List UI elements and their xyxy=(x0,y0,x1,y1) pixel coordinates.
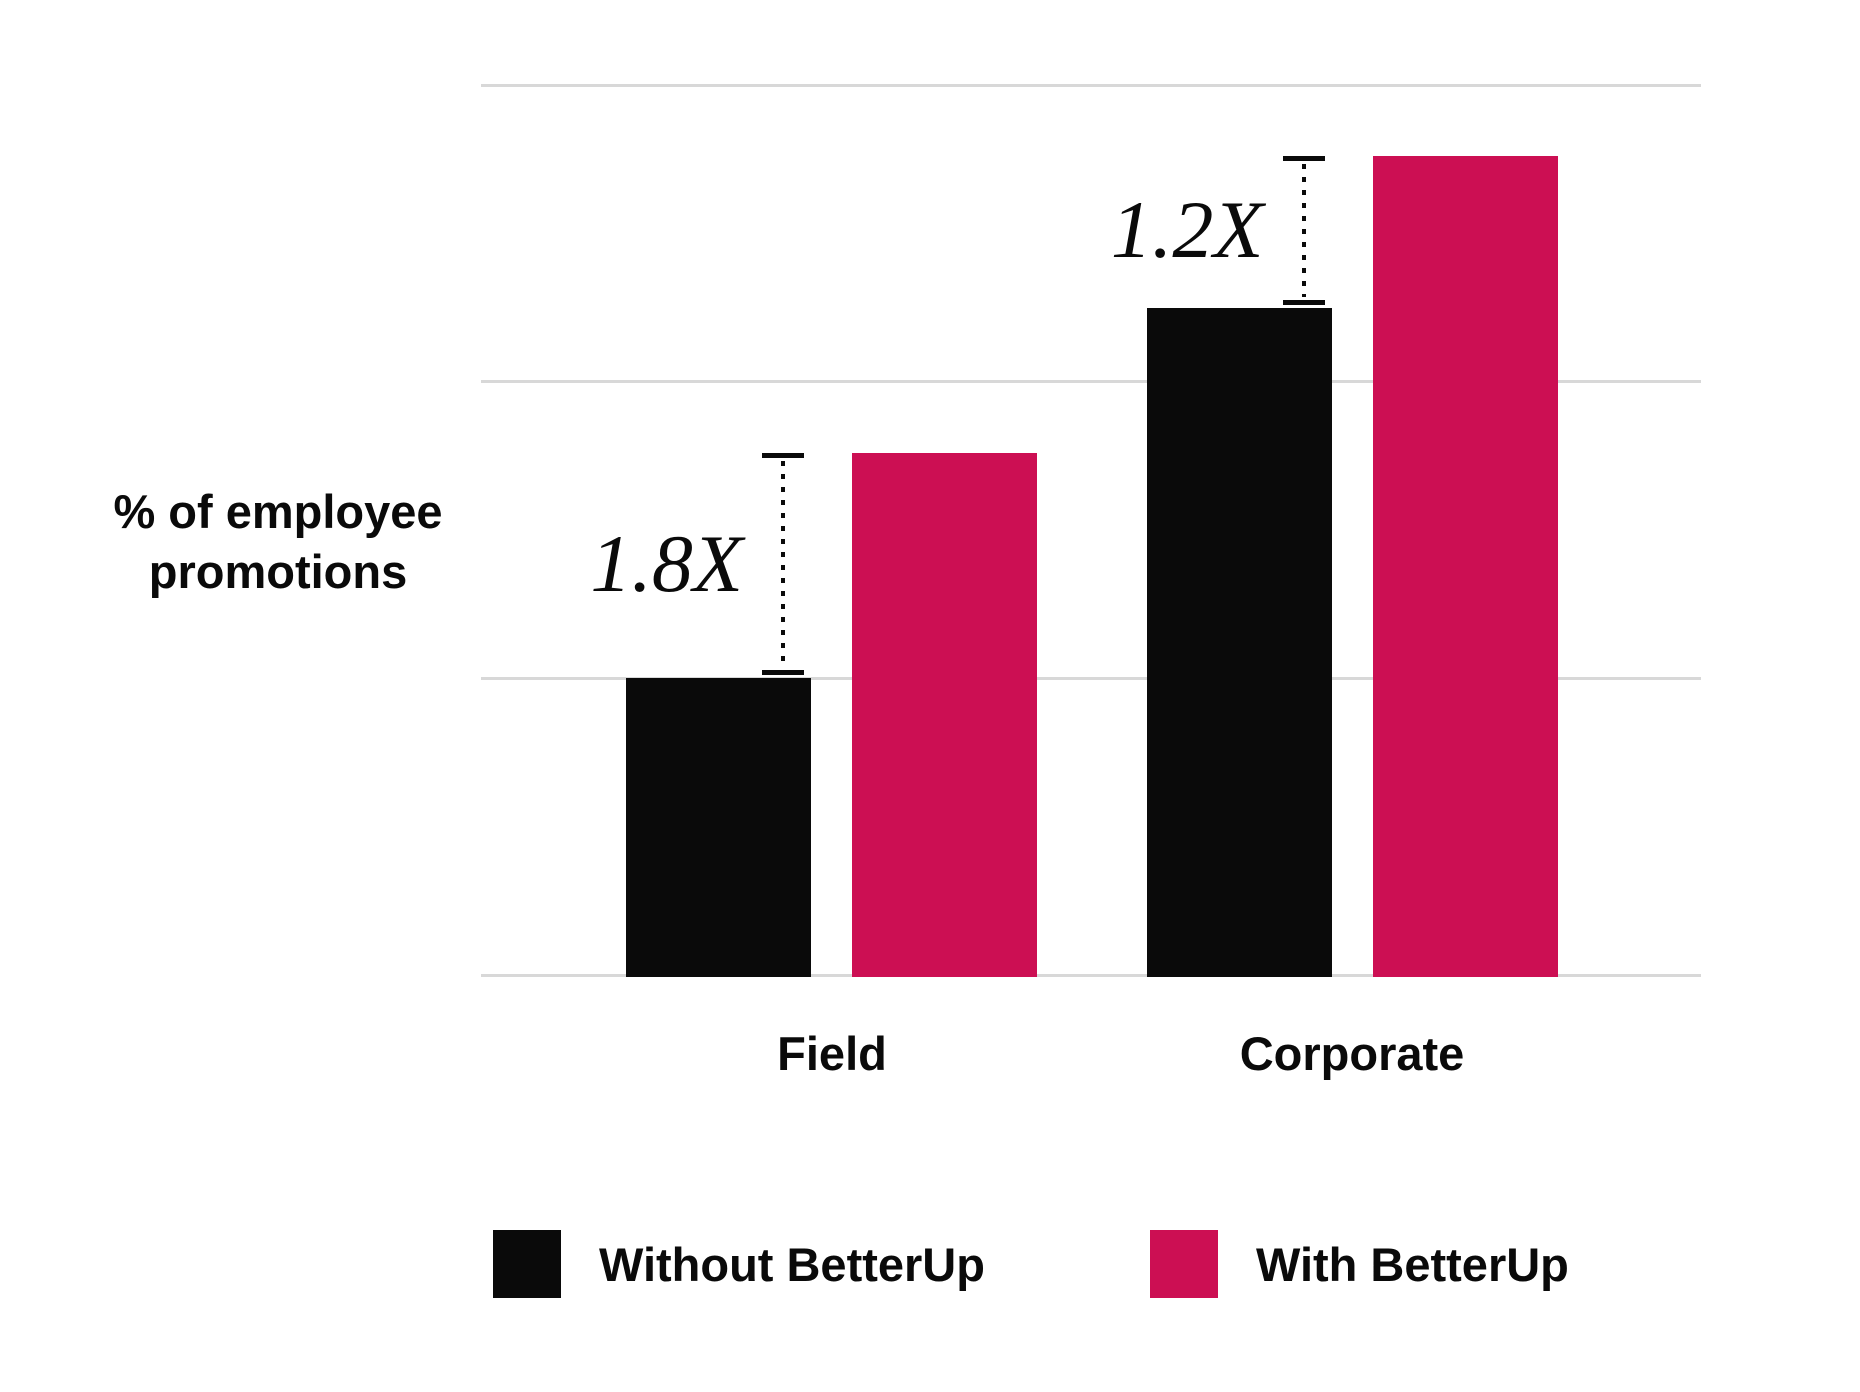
annotation-dotted-line xyxy=(781,460,785,669)
gridline xyxy=(481,676,1701,680)
y-axis-label-line-2: promotions xyxy=(148,545,408,598)
x-axis-line xyxy=(481,973,1701,977)
legend-item-without-betterup: Without BetterUp xyxy=(493,1230,985,1298)
annotation-top-cap xyxy=(762,452,804,458)
bar-field-with-betterup xyxy=(852,452,1037,977)
x-axis-label-field: Field xyxy=(777,1027,887,1080)
annotation-dotted-line xyxy=(1301,164,1306,298)
annotation-corporate-multiplier: 1.2X xyxy=(1110,183,1264,275)
gridline xyxy=(481,380,1701,384)
legend-swatch-without-betterup xyxy=(493,1230,561,1298)
y-axis-label: % of employee promotions xyxy=(88,482,468,602)
y-axis-label-line-1: % of employee xyxy=(113,485,443,538)
gridline xyxy=(481,83,1701,87)
annotation-bottom-cap xyxy=(762,670,804,676)
annotation-top-cap xyxy=(1282,156,1325,162)
bar-corporate-with-betterup xyxy=(1372,156,1558,977)
annotation-bottom-cap xyxy=(1282,299,1325,305)
bar-field-without-betterup xyxy=(626,678,811,977)
x-axis-label-corporate: Corporate xyxy=(1239,1027,1465,1080)
legend-label-with-betterup: With BetterUp xyxy=(1256,1237,1569,1291)
annotation-field-multiplier: 1.8X xyxy=(590,517,743,609)
legend-swatch-with-betterup xyxy=(1150,1230,1218,1298)
legend-item-with-betterup: With BetterUp xyxy=(1150,1230,1569,1298)
bar-corporate-without-betterup xyxy=(1146,307,1332,977)
legend-label-without-betterup: Without BetterUp xyxy=(599,1237,985,1291)
